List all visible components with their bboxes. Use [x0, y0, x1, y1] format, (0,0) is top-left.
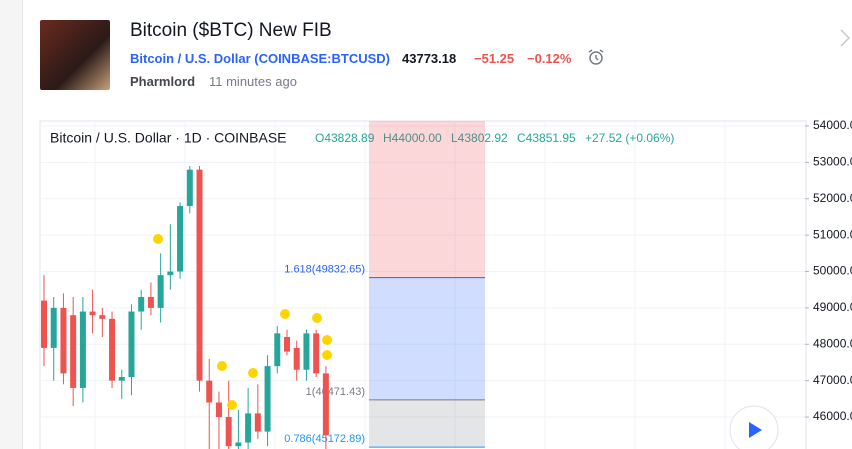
y-tick-label: 53000.00 [813, 155, 852, 169]
candle-body [167, 271, 174, 276]
legend-close: C43851.95 [517, 131, 576, 145]
y-tick-label: 51000.00 [813, 227, 852, 241]
legend-change: +27.52 (+0.06%) [585, 131, 674, 145]
candle-body [60, 307, 67, 374]
candle-body [50, 307, 57, 348]
y-tick-label: 48000.00 [813, 336, 852, 350]
candle-body [225, 417, 232, 447]
legend-low: L43802.92 [451, 131, 508, 145]
fib-zone [369, 277, 485, 400]
candle-body [89, 311, 96, 316]
candle-body [322, 373, 329, 436]
fib-label: 0.786(45172.89) [284, 433, 365, 445]
candle-body [196, 169, 203, 381]
publish-time: 11 minutes ago [209, 74, 297, 89]
candle-body [70, 315, 77, 388]
candle-body [99, 315, 106, 319]
candle-body [264, 366, 271, 432]
idea-dot [312, 313, 322, 323]
price-change-percent: −0.12% [527, 51, 572, 66]
candle-body [118, 377, 125, 381]
idea-dot [322, 350, 332, 360]
fib-label: 1(46471.43) [306, 386, 365, 398]
fib-zone [369, 121, 485, 278]
idea-dot [227, 400, 237, 410]
candle-body [313, 333, 320, 374]
idea-dot [322, 335, 332, 345]
idea-dot [217, 361, 227, 371]
legend-high: H44000.00 [383, 131, 442, 145]
idea-dot [153, 234, 163, 244]
left-strip [0, 0, 23, 449]
candle-body [128, 311, 135, 378]
candle-body [245, 413, 252, 443]
play-icon [749, 422, 762, 438]
chart-frame [39, 120, 807, 449]
legend-open: O43828.89 [315, 131, 375, 145]
idea-title[interactable]: Bitcoin ($BTC) New FIB [130, 20, 332, 41]
symbol-link[interactable]: Bitcoin / U.S. Dollar (COINBASE:BTCUSD) [130, 51, 391, 66]
price-change: −51.25 [474, 51, 515, 66]
next-arrow[interactable] [838, 28, 852, 48]
candle-body [274, 333, 281, 367]
vertical-grid [94, 121, 726, 449]
candle-body [109, 318, 116, 381]
candle-body [177, 206, 184, 272]
y-tick-label: 54000.00 [813, 118, 852, 132]
last-price: 43773.18 [402, 51, 457, 66]
candle-body [138, 296, 145, 312]
candle-body [79, 311, 86, 388]
candle-body [157, 275, 164, 308]
candle-body [215, 402, 222, 418]
candle-body [186, 169, 193, 207]
y-tick-label: 50000.00 [813, 264, 852, 278]
candle-body [41, 300, 47, 348]
alarm-icon[interactable] [586, 47, 606, 67]
candle-body [303, 333, 310, 370]
y-tick-label: 49000.00 [813, 300, 852, 314]
idea-dot [248, 368, 258, 378]
legend-symbol: Bitcoin / U.S. Dollar · 1D · COINBASE [50, 130, 287, 146]
idea-dot [280, 309, 290, 319]
avatar[interactable] [40, 20, 110, 90]
y-tick-label: 52000.00 [813, 191, 852, 205]
y-tick-label: 47000.00 [813, 373, 852, 387]
fib-zone [369, 399, 485, 448]
author[interactable]: Pharmlord [130, 74, 196, 89]
fib-label: 1.618(49832.65) [284, 264, 365, 276]
candle-body [147, 296, 154, 308]
candle-body [293, 347, 300, 370]
candle-body [206, 380, 213, 403]
candle-body [235, 442, 242, 447]
candle-body [254, 413, 261, 432]
y-tick-label: 46000.00 [813, 409, 852, 423]
candle-body [284, 337, 290, 352]
